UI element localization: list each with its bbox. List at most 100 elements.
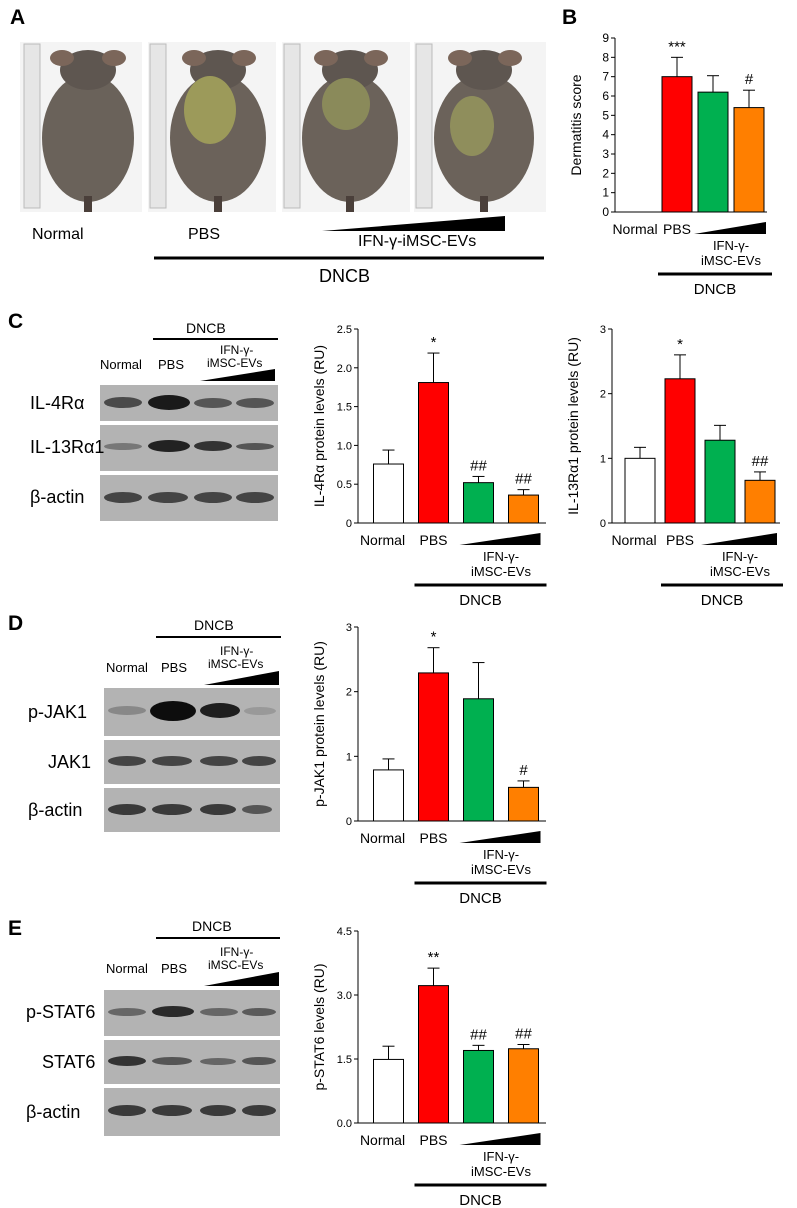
x-label-normal: Normal (360, 830, 405, 846)
y-tick-label: 2.0 (337, 363, 352, 375)
x-label-ev-line2: iMSC-EVs (471, 1164, 531, 1179)
mouse-ev-low-icon (302, 50, 398, 212)
bar (373, 463, 404, 524)
y-tick-label: 2 (346, 687, 352, 699)
band (108, 804, 146, 815)
band (200, 756, 238, 766)
dermatitis-score-chart: 0 1 2 3 4 5 6 7 8 9 Dermatitis score *** # Normal PBS I… (568, 31, 772, 295)
y-tick-label: 1 (602, 186, 609, 200)
blot-d-label-bactin: β-actin (28, 800, 83, 820)
panel-letter-c: C (8, 310, 24, 333)
blot-c-dncb-bracket (153, 338, 278, 340)
x-label-ev-line2: iMSC-EVs (710, 564, 770, 579)
ruler-icon (149, 43, 167, 209)
band (200, 1058, 236, 1065)
blot-e-dncb-bracket (156, 937, 280, 939)
band (108, 706, 146, 715)
bar (373, 769, 404, 822)
mouse-photo-strip (20, 42, 546, 260)
x-label-ev-line1: IFN-γ- (483, 549, 519, 564)
dose-ramp-icon (694, 222, 766, 234)
blot-d-dncb-bracket (156, 636, 281, 638)
significance-label: # (519, 762, 528, 779)
band (104, 492, 142, 503)
blot-c-lane-pbs: PBS (158, 357, 185, 372)
x-label-ev-line2: iMSC-EVs (471, 862, 531, 877)
blot-e-label-pstat6: p-STAT6 (26, 1002, 96, 1022)
panel-letter-b: B (562, 6, 578, 29)
y-tick-label: 1.0 (337, 440, 352, 452)
bar (418, 985, 449, 1124)
band (108, 1105, 146, 1116)
panel-letter-e: E (8, 917, 23, 940)
y-axis-label: IL-4Rα protein levels (RU) (311, 345, 327, 507)
bar (508, 494, 539, 524)
y-axis-label: IL-13Rα1 protein levels (RU) (565, 337, 581, 515)
bar (733, 107, 765, 213)
pjak1-chart: 0 1 2 3 p-JAK1 protein levels (RU) * # Normal PB… (311, 622, 547, 907)
band (194, 492, 232, 503)
band (242, 756, 276, 766)
y-tick-label: 9 (602, 31, 609, 45)
y-axis-label: p-JAK1 protein levels (RU) (311, 641, 327, 807)
label-dncb: DNCB (319, 266, 371, 286)
blot-d-ev-line1: IFN-γ- (220, 644, 254, 658)
significance-label: ## (470, 1026, 487, 1043)
bar (697, 91, 729, 213)
blot-c-dncb-label: DNCB (186, 320, 226, 336)
dose-ramp-icon (459, 831, 541, 843)
blot-e-ev-line1: IFN-γ- (220, 945, 254, 959)
x-label-normal: Normal (360, 532, 405, 548)
band (148, 395, 190, 410)
y-tick-label: 1.5 (337, 402, 352, 414)
bar (508, 1048, 539, 1124)
band (150, 701, 196, 721)
x-label-pbs: PBS (419, 1132, 447, 1148)
y-tick-label: 2 (600, 389, 606, 401)
x-label-pbs: PBS (663, 221, 691, 237)
band (242, 1008, 276, 1016)
dose-ramp-icon (701, 533, 777, 545)
band (194, 398, 232, 408)
pstat6-chart: 0.0 1.5 3.0 4.5 p-STAT6 levels (RU) ** ## ## Nor… (311, 926, 547, 1208)
ruler-icon (283, 43, 301, 209)
band (152, 1057, 192, 1065)
significance-label: * (677, 336, 683, 353)
blot-d-label-pjak1: p-JAK1 (28, 702, 88, 722)
band (152, 1006, 194, 1017)
bar (744, 479, 776, 524)
y-tick-label: 1 (346, 751, 352, 763)
significance-label: ## (515, 471, 532, 488)
blot-c-label-bactin: β-actin (30, 487, 85, 507)
blot-c-label-il4ra: IL-4Rα (30, 393, 85, 413)
bar (704, 439, 736, 524)
bar (624, 457, 656, 524)
band (236, 492, 274, 503)
significance-label: ## (470, 457, 487, 474)
blot-c-ev-line1: IFN-γ- (220, 343, 254, 357)
y-tick-label: 0 (602, 205, 609, 219)
il4ra-chart: 0 0.5 1.0 1.5 2.0 2.5 IL-4Rα protein levels (R… (311, 324, 547, 609)
blot-d-lane-normal: Normal (106, 660, 148, 675)
ruler-icon (23, 43, 41, 209)
band (104, 397, 142, 408)
x-label-ev-line1: IFN-γ- (483, 847, 519, 862)
x-label-ev-line2: iMSC-EVs (701, 253, 761, 268)
y-axis-label: Dermatitis score (568, 74, 584, 175)
bar (463, 1049, 494, 1124)
band (200, 1105, 236, 1116)
x-label-ev-line1: IFN-γ- (722, 549, 758, 564)
band (152, 1105, 192, 1116)
il13ra1-chart: 0 1 2 3 IL-13Rα1 protein levels (RU) * ## Norma… (565, 324, 783, 609)
label-ifn-ev: IFN-γ-iMSC-EVs (358, 233, 477, 250)
bar (418, 672, 449, 822)
y-tick-label: 6 (602, 89, 609, 103)
dncb-label: DNCB (459, 890, 502, 907)
y-axis-label: p-STAT6 levels (RU) (311, 963, 327, 1090)
x-label-ev-line2: iMSC-EVs (471, 564, 531, 579)
band (244, 707, 276, 715)
dose-ramp-icon (459, 533, 541, 545)
y-tick-label: 8 (602, 50, 609, 64)
bar (418, 382, 449, 524)
band (200, 804, 236, 815)
